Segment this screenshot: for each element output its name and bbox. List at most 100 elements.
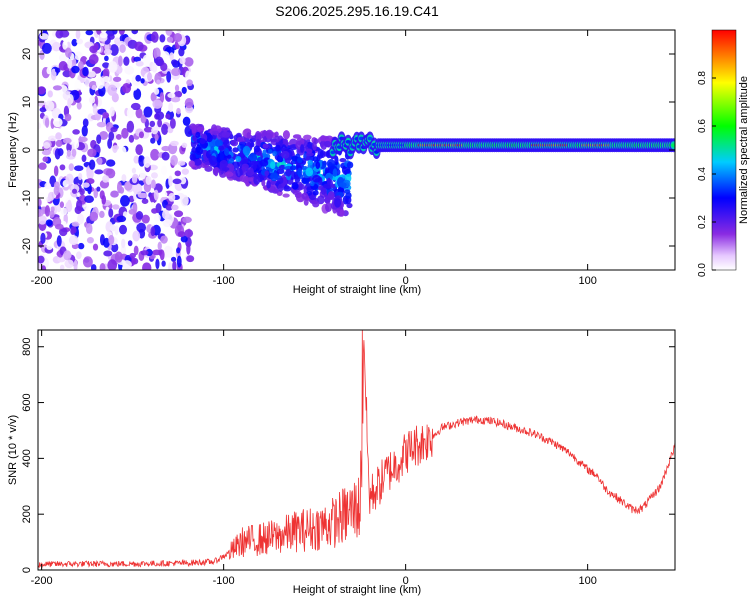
spectrogram-cell [84, 195, 95, 204]
spectrogram-cell [176, 255, 182, 268]
snr-y-tick-label: 600 [21, 393, 33, 411]
spectrogram-x-tick-label: -200 [31, 275, 53, 287]
spectrogram-cell [44, 100, 55, 112]
spectrogram-cell [312, 174, 321, 183]
spectrogram-cell [88, 96, 96, 104]
spectrogram-cell [141, 198, 149, 204]
spectrogram-cell [108, 131, 115, 141]
spectrogram-cell [102, 75, 111, 83]
spectrogram-cell [191, 124, 197, 134]
spectrogram-cell [151, 208, 158, 214]
spectrogram-cell [107, 84, 117, 96]
spectrogram-cell [153, 47, 161, 60]
spectrogram-cell [132, 230, 141, 242]
spectrogram-cell [143, 126, 154, 133]
spectrogram-cell [107, 33, 115, 40]
spectrogram-cell [155, 56, 164, 67]
chart-title: S206.2025.295.16.19.C41 [275, 3, 439, 19]
spectrogram-cell [50, 68, 57, 81]
spectrogram-cell [107, 138, 113, 149]
spectrogram-cell [116, 215, 127, 223]
spectrogram-cell [264, 170, 270, 177]
spectrogram-cell [159, 92, 165, 103]
spectrogram-cell [206, 134, 213, 143]
spectrogram-cell [317, 148, 324, 159]
spectrogram-cell [82, 256, 93, 268]
spectrogram-cell [219, 152, 224, 161]
spectrogram-cell [47, 90, 53, 98]
spectrogram-cell [74, 51, 83, 61]
spectrogram-cell [85, 222, 93, 235]
spectrogram-cell [132, 183, 143, 195]
spectrogram-cell [82, 118, 89, 128]
spectrogram-cell [325, 172, 334, 181]
spectrogram-cell [96, 134, 102, 145]
spectrogram-cell [178, 47, 185, 57]
colorbar-tick-label: 0.8 [697, 71, 708, 85]
spectrogram-cell [305, 155, 311, 161]
spectrogram-cell [296, 157, 303, 164]
spectrogram-cell [112, 204, 120, 210]
spectrogram-cell [41, 150, 51, 156]
spectrogram-cell [38, 255, 45, 264]
spectrogram-cell [127, 240, 133, 247]
spectrogram-cell [259, 159, 269, 167]
spectrogram-cell [46, 244, 53, 251]
spectrogram-cell [121, 127, 129, 139]
spectrogram-cell [142, 54, 151, 67]
spectrogram-cell [186, 242, 191, 255]
spectrogram-cell [38, 86, 46, 95]
spectrogram-cell [330, 183, 336, 189]
spectrogram-cell [159, 34, 166, 43]
spectrogram-cell [184, 57, 194, 67]
spectrogram-cell [86, 236, 94, 244]
spectrogram-cell [150, 148, 160, 161]
spectrogram-cell [137, 192, 148, 199]
spectrogram-cell [152, 99, 163, 109]
spectrogram-cell [224, 147, 230, 156]
spectrogram-cell [160, 51, 170, 60]
spectrogram-y-tick-label: 10 [21, 96, 33, 108]
spectrogram-cell [312, 141, 317, 151]
spectrogram-cell [312, 200, 320, 208]
spectrogram-cell [253, 175, 261, 185]
spectrogram-cell [103, 237, 110, 248]
spectrogram-cell [128, 195, 135, 203]
spectrogram-cell [133, 88, 142, 100]
spectrogram-x-tick-label: 0 [403, 275, 409, 287]
spectrogram-cell [165, 251, 174, 258]
spectrogram-cell [170, 256, 177, 262]
spectrogram-cell [165, 113, 171, 120]
spectrogram-cell [59, 201, 65, 208]
spectrogram-cell [320, 186, 327, 195]
spectrogram-cell [109, 44, 119, 56]
spectrogram-cell [224, 171, 234, 178]
spectrogram-cell [39, 49, 45, 60]
spectrogram-cell [76, 38, 84, 45]
snr-x-axis-label: Height of straight line (km) [293, 584, 421, 596]
spectrogram-cell [51, 41, 61, 52]
spectrogram-cell [109, 224, 116, 232]
spectrogram-cell [315, 161, 321, 170]
spectrogram-cell [114, 37, 121, 45]
spectrogram-cell [59, 30, 70, 38]
spectrogram-cell [140, 114, 147, 124]
spectrogram-cell [188, 160, 195, 168]
spectrogram-cell [38, 215, 48, 225]
spectrogram-cell [181, 142, 188, 148]
spectrogram-y-tick-label: -20 [21, 238, 33, 254]
spectrogram-cell [87, 148, 97, 158]
spectrogram-cell [49, 210, 55, 218]
spectrogram-cell [150, 172, 158, 179]
snr-panel: -200 -100 0 100 0 200 400 600 800 Height of stra… [7, 329, 676, 596]
spectrogram-cell [89, 211, 99, 222]
spectrogram-cell [81, 125, 88, 137]
spectrogram-cell [73, 259, 78, 270]
spectrogram-cell [68, 163, 75, 172]
spectrogram-cell [262, 149, 267, 158]
spectrogram-cell [102, 62, 110, 69]
spectrogram-cell [107, 259, 118, 270]
spectrogram-cell [135, 108, 143, 119]
spectrogram-cell [105, 159, 116, 167]
